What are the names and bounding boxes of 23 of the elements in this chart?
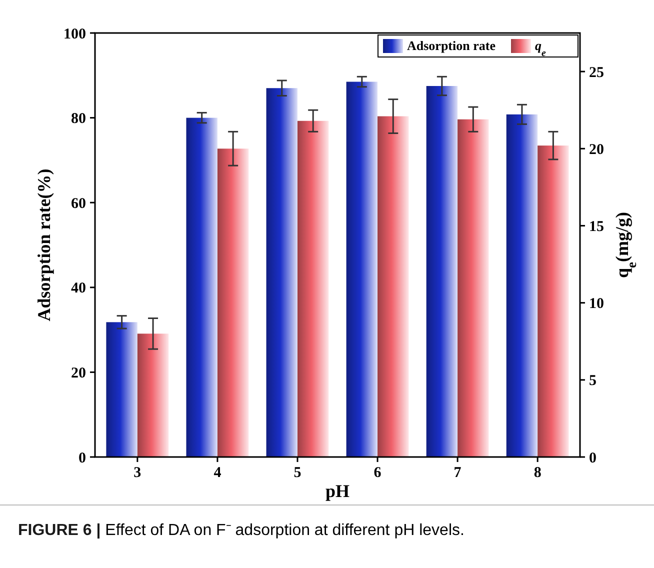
y2-tick-label: 25 [589, 64, 604, 81]
x-tick-label: 5 [294, 465, 302, 481]
x-tick-label: 4 [214, 465, 222, 481]
y2-tick-label: 0 [589, 450, 596, 466]
legend-label: q$_{e}$ [535, 38, 546, 58]
x-axis-title: pH [325, 481, 350, 501]
y-tick-label: 60 [71, 196, 86, 212]
y-tick-label: 80 [71, 111, 86, 128]
legend-label: Adsorption rate [407, 38, 496, 53]
y2-tick-label: 10 [589, 296, 604, 312]
y-tick-label: 100 [64, 26, 86, 42]
y-tick-label: 20 [71, 365, 86, 382]
x-tick-label: 6 [374, 465, 382, 481]
x-tick-label: 3 [134, 465, 142, 481]
y2-tick-label: 20 [589, 142, 604, 158]
y2-tick-label: 15 [589, 218, 604, 235]
caption: FIGURE 6 | Effect of DA on F⁻ adsorption at different pH levels. [18, 522, 464, 539]
x-tick-label: 7 [454, 465, 462, 481]
x-tick-label: 8 [534, 465, 542, 481]
y-axis-title: Adsorption rate(%) [34, 168, 54, 322]
y-tick-label: 40 [71, 280, 86, 297]
y-tick-label: 0 [78, 450, 86, 466]
y2-tick-label: 5 [589, 373, 596, 390]
